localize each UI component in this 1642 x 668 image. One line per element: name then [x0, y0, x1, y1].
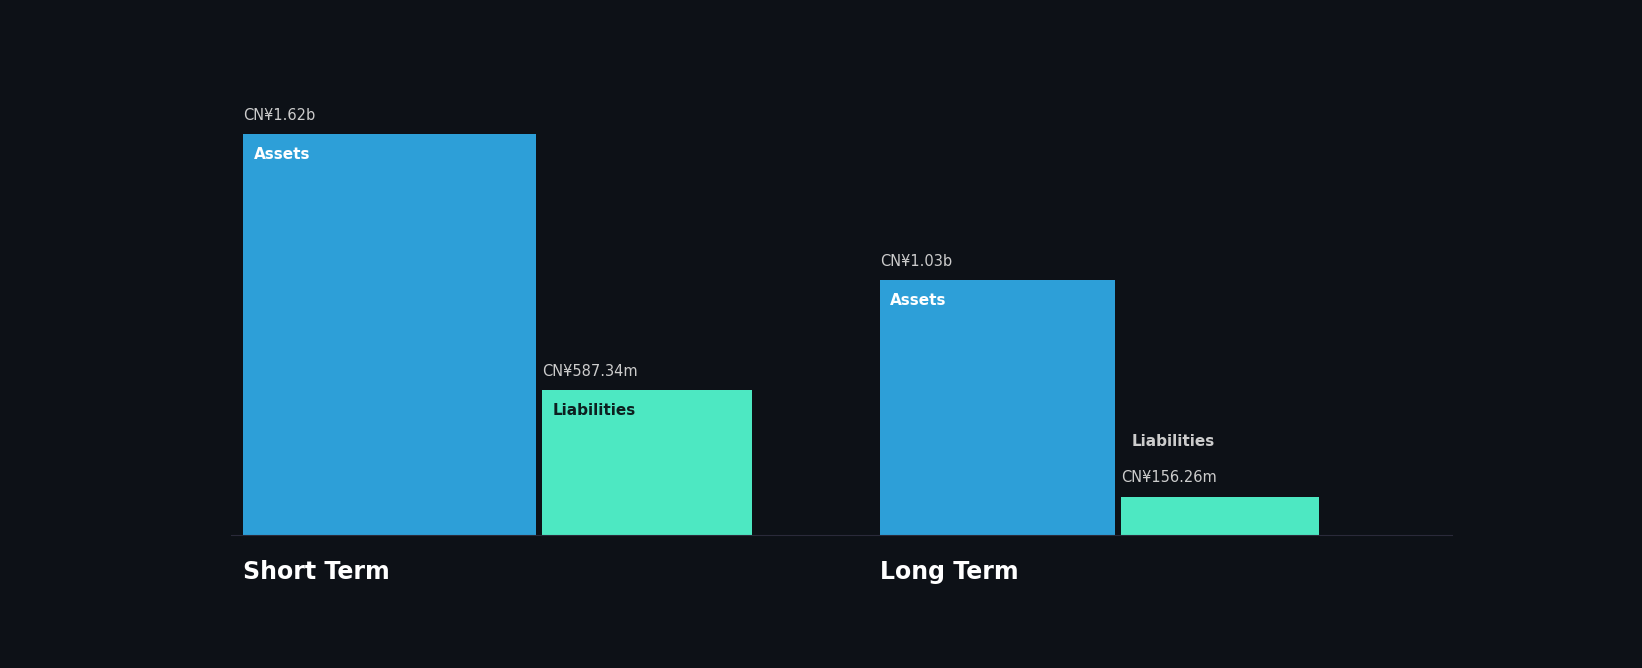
Bar [243, 134, 535, 535]
Text: Assets: Assets [253, 147, 310, 162]
Text: Liabilities: Liabilities [1131, 434, 1215, 450]
Text: Short Term: Short Term [243, 560, 391, 584]
Text: Assets: Assets [890, 293, 946, 308]
Text: Long Term: Long Term [880, 560, 1018, 584]
Bar [880, 281, 1115, 535]
Text: Liabilities: Liabilities [553, 403, 635, 418]
Text: CN¥1.62b: CN¥1.62b [243, 108, 315, 123]
Bar [542, 390, 752, 535]
Text: CN¥1.03b: CN¥1.03b [880, 254, 952, 269]
Text: CN¥156.26m: CN¥156.26m [1121, 470, 1217, 486]
Bar [1121, 497, 1319, 535]
Text: CN¥587.34m: CN¥587.34m [542, 363, 639, 379]
